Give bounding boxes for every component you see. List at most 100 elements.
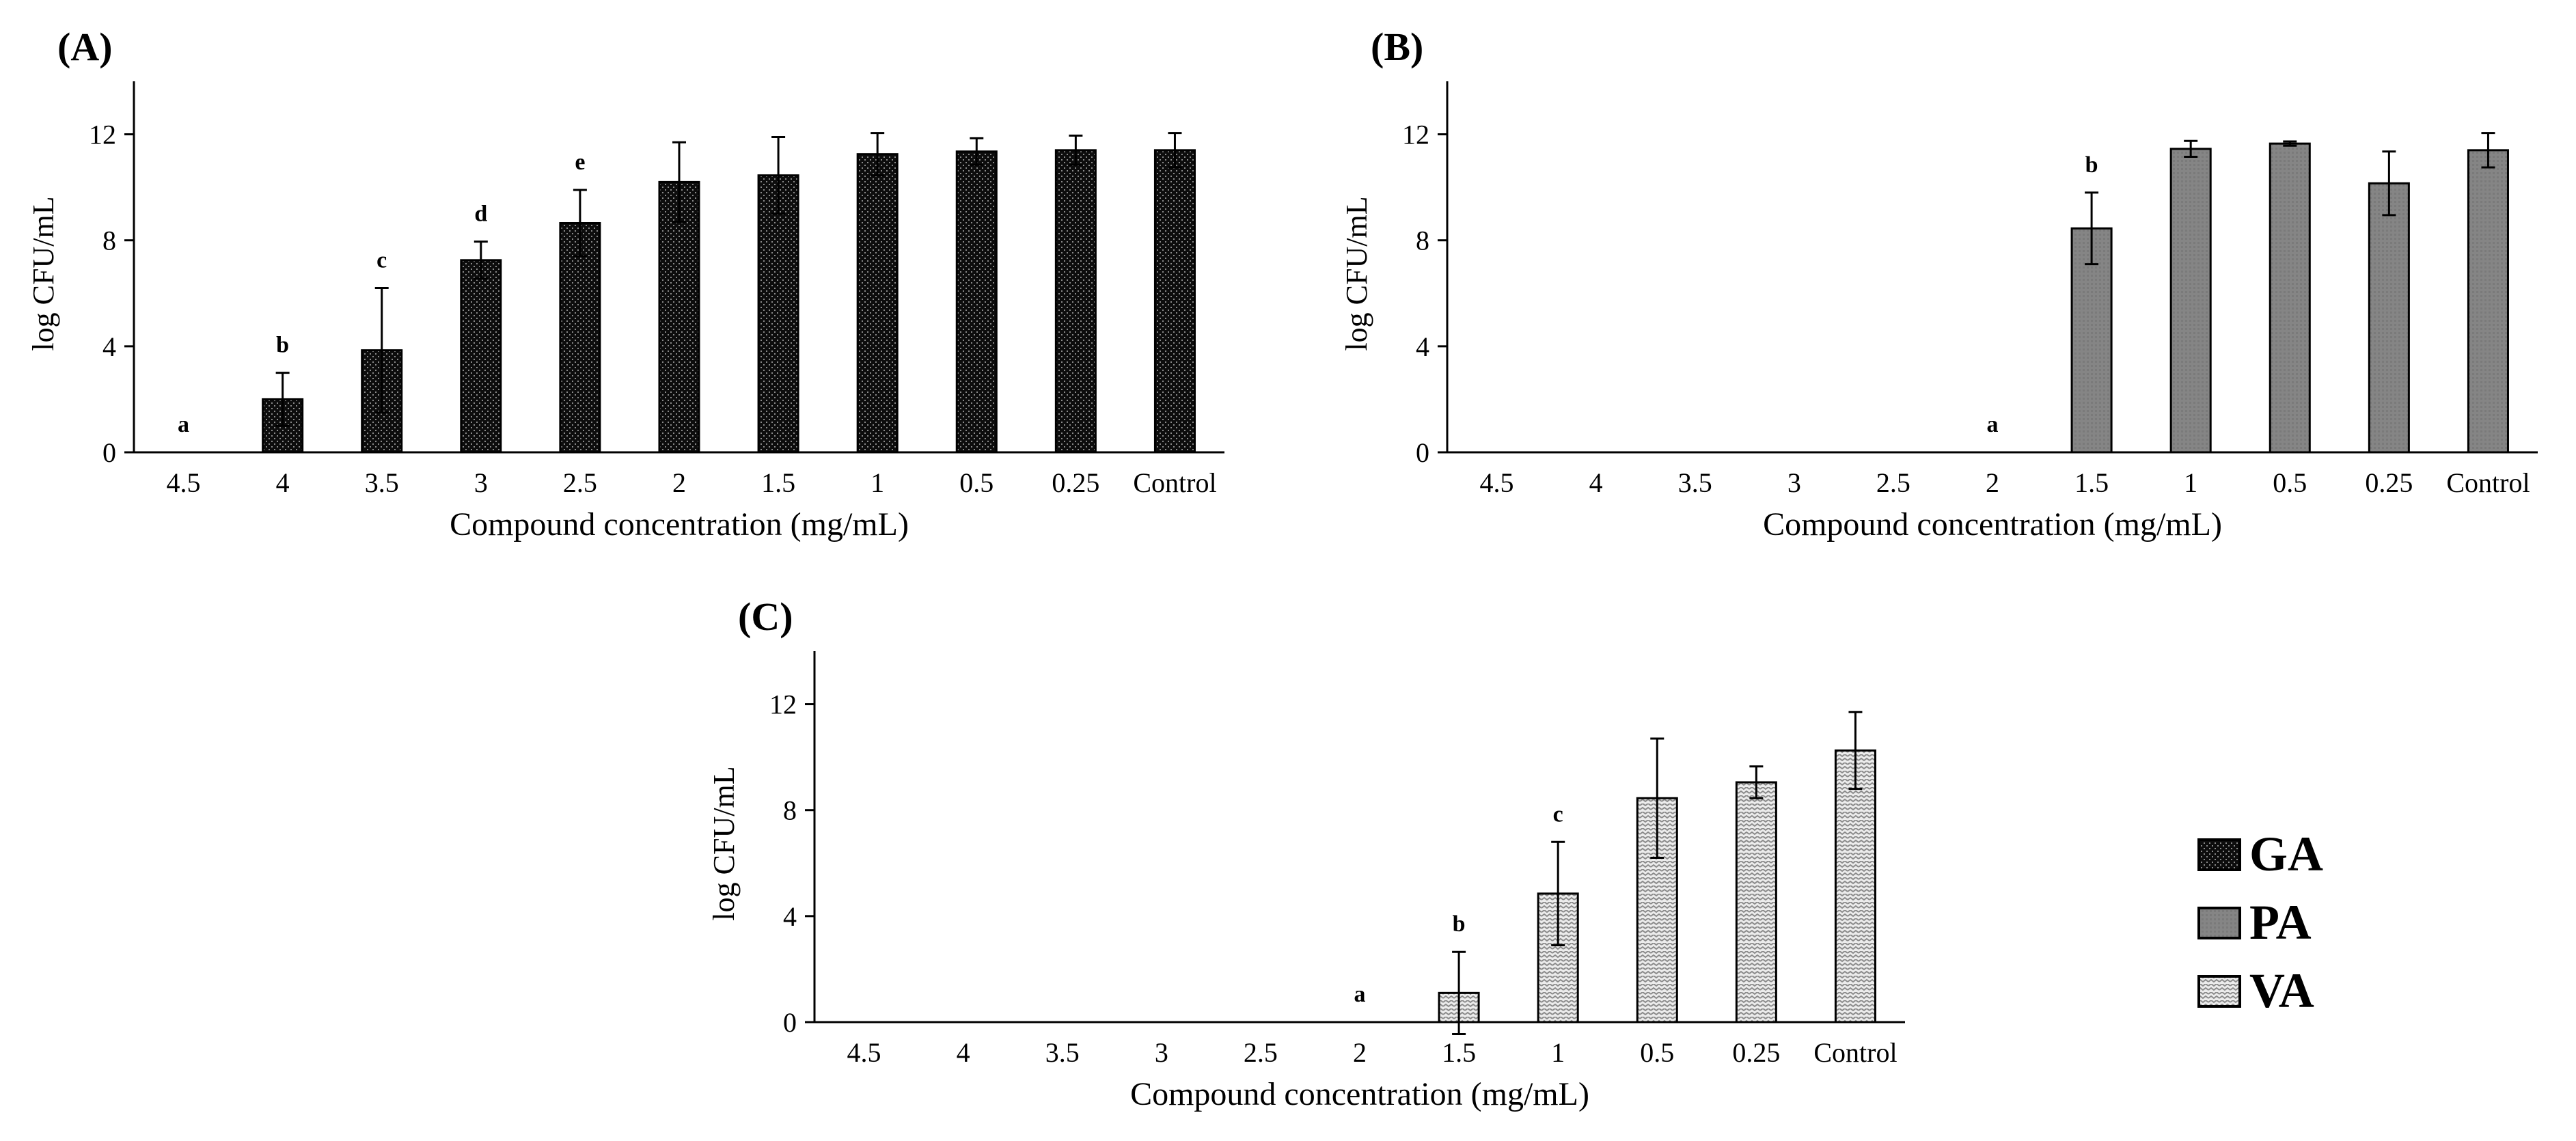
x-tick-label: 0.5 bbox=[2273, 467, 2307, 498]
x-tick-label: 0.25 bbox=[2365, 467, 2413, 498]
y-tick-label: 0 bbox=[102, 437, 116, 468]
y-tick-label: 8 bbox=[1416, 225, 1429, 256]
y-tick-label: 4 bbox=[783, 901, 797, 932]
x-tick-label: 3 bbox=[474, 467, 488, 498]
legend-item-ga: GA bbox=[2197, 827, 2323, 881]
significance-letter: b bbox=[276, 333, 289, 358]
legend-swatch-va bbox=[2197, 975, 2241, 1008]
significance-letter: a bbox=[178, 412, 189, 437]
chart-panel-c: (C) 0 4 8 12 a b c 4.5 4 3.5 3 2.5 2 1.5 1 0.5 0.25 Con… bbox=[707, 594, 1905, 1112]
x-tick-label: 2.5 bbox=[1876, 467, 1910, 498]
bar-ga-7 bbox=[856, 153, 899, 454]
error-bar bbox=[474, 240, 488, 280]
x-tick-label: 4.5 bbox=[1480, 467, 1514, 498]
x-tick-label: 4 bbox=[276, 467, 290, 498]
legend-swatch-pa bbox=[2197, 907, 2241, 939]
y-axis-ticks: 0 4 8 12 bbox=[89, 120, 134, 468]
y-tick-label: 8 bbox=[783, 795, 797, 826]
bar-ga-4 bbox=[559, 222, 601, 454]
x-axis-ticks: 4.5 4 3.5 3 2.5 2 1.5 1 0.5 0.25 Control bbox=[847, 1037, 1897, 1068]
x-tick-label: 3.5 bbox=[1045, 1037, 1080, 1068]
bars: ab bbox=[1987, 132, 2509, 454]
x-tick-label: 3 bbox=[1787, 467, 1801, 498]
error-bar bbox=[2085, 191, 2099, 266]
legend-item-va: VA bbox=[2197, 963, 2314, 1018]
significance-letter: e bbox=[575, 150, 585, 175]
error-bar bbox=[374, 287, 389, 414]
x-tick-label: 0.25 bbox=[1732, 1037, 1780, 1068]
error-bar bbox=[970, 137, 984, 166]
bar-pa-9 bbox=[2368, 182, 2410, 454]
x-tick-label: Control bbox=[1133, 467, 1216, 498]
error-bar bbox=[1749, 765, 1764, 799]
bar-va-9 bbox=[1735, 781, 1777, 1023]
x-tick-label: 2 bbox=[1986, 467, 1999, 498]
y-tick-label: 8 bbox=[102, 225, 116, 256]
x-tick-label: 1 bbox=[871, 467, 884, 498]
y-tick-label: 4 bbox=[1416, 331, 1429, 362]
y-tick-label: 12 bbox=[1402, 120, 1429, 150]
significance-letter: a bbox=[1987, 412, 1999, 437]
x-tick-label: 3.5 bbox=[1678, 467, 1712, 498]
x-tick-label: 1 bbox=[2184, 467, 2197, 498]
panel-label: (A) bbox=[57, 25, 113, 69]
x-tick-label: 1.5 bbox=[761, 467, 795, 498]
panel-label: (C) bbox=[738, 594, 793, 639]
x-axis-label: Compound concentration (mg/mL) bbox=[450, 506, 909, 542]
x-tick-label: 4.5 bbox=[167, 467, 201, 498]
error-bar bbox=[1848, 711, 1863, 791]
error-bar bbox=[573, 189, 587, 258]
significance-letter: c bbox=[376, 248, 387, 273]
legend-label-pa: PA bbox=[2249, 895, 2312, 950]
error-bar bbox=[1551, 840, 1565, 947]
bar-pa-8 bbox=[2269, 142, 2311, 454]
x-tick-label: 0.5 bbox=[1640, 1037, 1674, 1068]
bar-pa-10 bbox=[2467, 149, 2509, 454]
y-axis-label: log CFU/mL bbox=[707, 766, 741, 920]
y-tick-label: 0 bbox=[1416, 437, 1429, 468]
y-axis-ticks: 0 4 8 12 bbox=[769, 689, 814, 1038]
error-bar bbox=[672, 141, 686, 223]
error-bar bbox=[2184, 139, 2198, 159]
y-tick-label: 12 bbox=[769, 689, 797, 720]
bar-ga-6 bbox=[757, 174, 799, 454]
error-bar bbox=[771, 135, 786, 215]
x-axis-ticks: 4.5 4 3.5 3 2.5 2 1.5 1 0.5 0.25 Control bbox=[167, 467, 1217, 498]
significance-letter: b bbox=[1453, 911, 1466, 937]
x-tick-label: Control bbox=[1813, 1037, 1897, 1068]
bar-ga-9 bbox=[1054, 149, 1097, 454]
x-tick-label: Control bbox=[2446, 467, 2530, 498]
legend-item-pa: PA bbox=[2197, 895, 2312, 950]
legend: GA PA VA bbox=[2197, 827, 2323, 1018]
x-tick-label: 3 bbox=[1155, 1037, 1168, 1068]
chart-panel-a: (A) 0 4 8 12 a b c d e 4.5 4 3.5 3 2.5 2 1.5 1 0.5 0.25 C… bbox=[27, 25, 1224, 542]
error-bar bbox=[275, 372, 290, 427]
legend-swatch-ga bbox=[2197, 838, 2241, 871]
error-bar bbox=[1650, 737, 1664, 860]
y-axis-ticks: 0 4 8 12 bbox=[1402, 120, 1447, 468]
panel-label: (B) bbox=[1371, 25, 1423, 69]
legend-label-va: VA bbox=[2249, 963, 2314, 1018]
error-bar bbox=[2382, 150, 2396, 217]
x-tick-label: 2.5 bbox=[1244, 1037, 1278, 1068]
x-tick-label: 4 bbox=[957, 1037, 970, 1068]
y-tick-label: 12 bbox=[89, 120, 116, 150]
y-tick-label: 4 bbox=[102, 331, 116, 362]
error-bar bbox=[871, 132, 885, 177]
error-bar bbox=[1168, 132, 1182, 169]
x-axis-label: Compound concentration (mg/mL) bbox=[1763, 506, 2222, 542]
bar-ga-10 bbox=[1153, 149, 1196, 454]
x-axis-ticks: 4.5 4 3.5 3 2.5 2 1.5 1 0.5 0.25 Control bbox=[1480, 467, 2530, 498]
x-tick-label: 4 bbox=[1589, 467, 1603, 498]
x-axis-label: Compound concentration (mg/mL) bbox=[1130, 1076, 1589, 1112]
error-bar bbox=[2283, 140, 2297, 147]
bar-pa-6 bbox=[2070, 227, 2113, 454]
legend-label-ga: GA bbox=[2249, 827, 2323, 881]
x-tick-label: 1.5 bbox=[1442, 1037, 1476, 1068]
x-tick-label: 1 bbox=[1551, 1037, 1565, 1068]
x-tick-label: 0.25 bbox=[1052, 467, 1099, 498]
bar-ga-8 bbox=[955, 150, 998, 454]
x-tick-label: 2.5 bbox=[563, 467, 597, 498]
error-bar bbox=[2481, 132, 2495, 169]
